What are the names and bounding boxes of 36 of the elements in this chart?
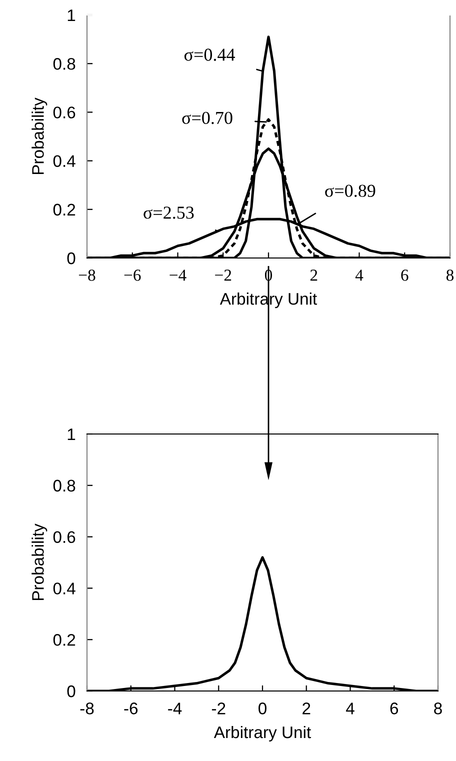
x-tick-label: 0 xyxy=(258,702,266,714)
y-tick-label: 0.8 xyxy=(53,480,76,492)
x-tick-label: −8 xyxy=(78,270,96,281)
x-tick-label: −6 xyxy=(124,270,141,281)
y-tick-label: 0.2 xyxy=(53,204,76,216)
x-tick-label: -8 xyxy=(80,702,94,714)
y-axis-title: Probability xyxy=(32,524,48,600)
y-tick-label: 0.6 xyxy=(53,106,76,118)
y-tick-label: 0.2 xyxy=(53,634,76,646)
annotation: σ=0.44 xyxy=(184,48,235,61)
x-tick-label: -6 xyxy=(124,702,138,714)
y-tick-label: 0 xyxy=(67,685,76,698)
y-axis-title: Probability xyxy=(32,98,48,174)
x-tick-label: 8 xyxy=(446,270,454,281)
annotation: σ=0.70 xyxy=(182,112,232,124)
y-tick-label: 0.4 xyxy=(53,155,76,168)
x-tick-label: 2 xyxy=(302,702,310,714)
x-tick-label: −4 xyxy=(170,270,186,281)
y-tick-label: 1 xyxy=(68,10,76,22)
x-tick-label: -4 xyxy=(168,702,182,714)
x-tick-label: 2 xyxy=(310,270,318,281)
x-tick-label: −2 xyxy=(215,270,232,281)
annotation: σ=0.89 xyxy=(325,184,376,197)
y-tick-label: 0 xyxy=(67,252,76,264)
x-tick-label: 6 xyxy=(401,270,408,281)
y-tick-label: 1 xyxy=(68,428,76,440)
annotation: σ=2.53 xyxy=(144,206,194,219)
x-tick-label: 8 xyxy=(434,702,442,714)
x-tick-label: 4 xyxy=(355,270,364,281)
y-tick-label: 0.8 xyxy=(53,58,76,70)
y-tick-label: 0.6 xyxy=(53,531,76,544)
x-tick-label: 6 xyxy=(390,702,398,714)
x-axis-title: Arbitrary Unit xyxy=(214,726,311,742)
y-tick-label: 0.4 xyxy=(53,582,76,594)
x-tick-label: -2 xyxy=(212,702,226,714)
x-tick-label: 4 xyxy=(346,702,354,714)
